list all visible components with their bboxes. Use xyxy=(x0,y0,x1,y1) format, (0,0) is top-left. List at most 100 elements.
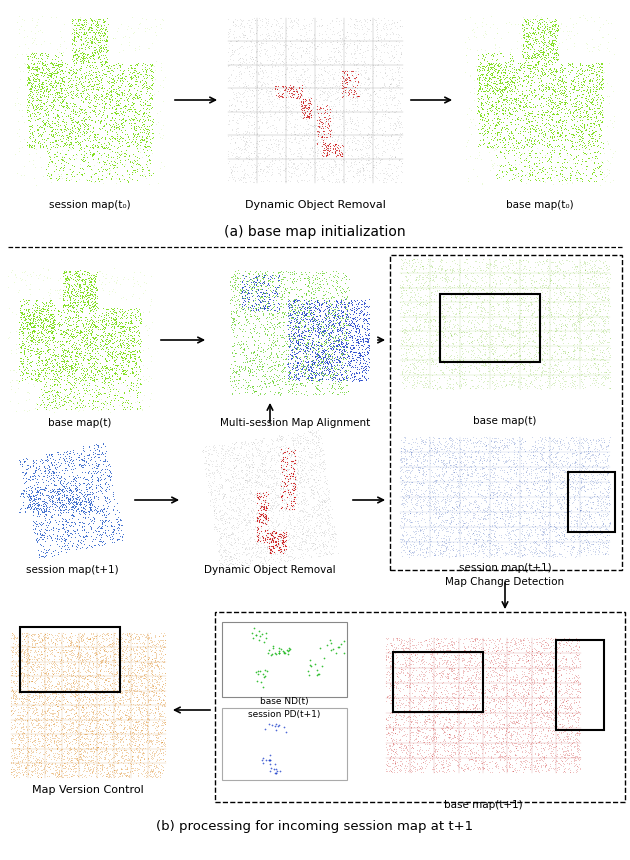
Point xyxy=(346,160,357,174)
Point xyxy=(411,447,421,461)
Point xyxy=(81,721,91,734)
Point xyxy=(33,492,43,506)
Point xyxy=(51,69,61,83)
Point xyxy=(564,310,575,323)
Point xyxy=(228,349,238,363)
Point xyxy=(486,98,496,112)
Point xyxy=(80,32,90,46)
Point xyxy=(122,338,132,352)
Point xyxy=(212,484,222,498)
Point xyxy=(161,699,171,713)
Point xyxy=(278,537,289,550)
Point xyxy=(402,482,412,496)
Point xyxy=(423,682,433,696)
Point xyxy=(54,89,64,103)
Point xyxy=(49,303,59,316)
Point xyxy=(351,303,361,316)
Point xyxy=(352,168,362,181)
Point xyxy=(501,635,511,648)
Point xyxy=(67,268,77,282)
Point xyxy=(333,172,343,186)
Point xyxy=(30,636,40,650)
Point xyxy=(597,335,607,349)
Point xyxy=(30,135,40,149)
Point xyxy=(10,659,20,673)
Point xyxy=(88,152,98,166)
Point xyxy=(465,514,475,528)
Point xyxy=(62,667,72,681)
Point xyxy=(326,367,336,381)
Point xyxy=(496,165,507,179)
Point xyxy=(340,312,350,326)
Point xyxy=(464,704,474,718)
Point xyxy=(450,730,460,744)
Point xyxy=(411,266,421,280)
Point xyxy=(146,679,156,693)
Point xyxy=(549,366,559,379)
Point xyxy=(433,451,443,464)
Point xyxy=(30,114,40,127)
Point xyxy=(585,304,595,317)
Point xyxy=(515,99,525,113)
Point xyxy=(581,538,592,551)
Point xyxy=(40,547,50,561)
Point xyxy=(27,68,37,82)
Point xyxy=(76,725,86,739)
Point xyxy=(25,748,35,762)
Point xyxy=(72,730,82,744)
Point xyxy=(588,474,598,488)
Point xyxy=(78,95,88,108)
Point xyxy=(74,121,84,135)
Point xyxy=(304,96,314,110)
Point xyxy=(260,42,270,56)
Point xyxy=(213,498,223,512)
Point xyxy=(356,372,366,386)
Point xyxy=(342,40,352,53)
Point xyxy=(69,699,79,713)
Point xyxy=(528,477,538,491)
Point xyxy=(537,116,547,130)
Point xyxy=(504,651,514,665)
Point xyxy=(600,174,610,187)
Point xyxy=(256,434,266,448)
Point xyxy=(377,102,387,116)
Point xyxy=(307,537,318,550)
Point xyxy=(581,332,591,346)
Point xyxy=(327,304,337,317)
Point xyxy=(382,645,392,659)
Point xyxy=(229,480,239,494)
Point xyxy=(568,127,578,141)
Point xyxy=(289,490,299,504)
Point xyxy=(9,636,20,650)
Point xyxy=(544,710,554,724)
Point xyxy=(68,663,78,677)
Point xyxy=(316,522,326,536)
Point xyxy=(263,271,273,285)
Point xyxy=(72,105,83,119)
Point xyxy=(541,367,551,381)
Point xyxy=(319,93,329,107)
Point xyxy=(35,657,45,671)
Point xyxy=(302,279,312,292)
Point xyxy=(287,447,297,461)
Point xyxy=(144,130,154,144)
Point xyxy=(486,453,496,467)
Point xyxy=(298,62,308,76)
Point xyxy=(247,437,257,451)
Point xyxy=(287,482,297,496)
Point xyxy=(396,444,406,458)
Point xyxy=(570,454,580,468)
Point xyxy=(240,323,250,337)
Point xyxy=(153,731,163,745)
Point xyxy=(597,100,607,114)
Point xyxy=(225,371,235,384)
Point xyxy=(50,125,60,138)
Point xyxy=(394,740,404,754)
Point xyxy=(135,74,145,88)
Point xyxy=(549,755,559,769)
Point xyxy=(21,719,31,733)
Point xyxy=(35,303,45,316)
Point xyxy=(265,545,275,559)
Point xyxy=(30,306,40,320)
Point xyxy=(236,456,246,470)
